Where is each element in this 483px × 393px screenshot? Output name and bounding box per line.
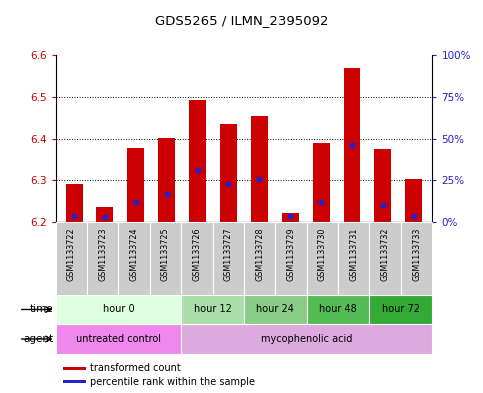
Bar <box>244 222 275 295</box>
Bar <box>338 222 369 295</box>
Bar <box>307 295 369 324</box>
Bar <box>251 116 268 222</box>
Text: agent: agent <box>23 334 53 344</box>
Text: GSM1133724: GSM1133724 <box>129 228 139 281</box>
Text: GSM1133731: GSM1133731 <box>349 228 358 281</box>
Bar <box>405 180 422 222</box>
Text: GSM1133726: GSM1133726 <box>192 228 201 281</box>
Bar <box>181 295 244 324</box>
Text: time: time <box>29 305 53 314</box>
Text: GSM1133728: GSM1133728 <box>255 228 264 281</box>
Text: GSM1133732: GSM1133732 <box>381 228 390 281</box>
Bar <box>374 149 391 222</box>
Text: percentile rank within the sample: percentile rank within the sample <box>90 377 255 387</box>
Bar <box>189 100 206 222</box>
Text: hour 12: hour 12 <box>194 305 231 314</box>
Bar <box>56 324 181 354</box>
Bar <box>56 295 181 324</box>
Text: transformed count: transformed count <box>90 364 181 373</box>
Text: untreated control: untreated control <box>76 334 161 344</box>
Bar <box>56 222 87 295</box>
Text: hour 0: hour 0 <box>102 305 134 314</box>
Bar <box>87 222 118 295</box>
Bar <box>118 222 150 295</box>
Bar <box>128 148 144 222</box>
Bar <box>275 222 307 295</box>
Bar <box>369 295 432 324</box>
Bar <box>158 138 175 222</box>
Bar <box>369 222 401 295</box>
Bar <box>307 222 338 295</box>
Text: GSM1133730: GSM1133730 <box>318 228 327 281</box>
Bar <box>213 222 244 295</box>
Bar <box>244 295 307 324</box>
Bar <box>181 222 213 295</box>
Text: GDS5265 / ILMN_2395092: GDS5265 / ILMN_2395092 <box>155 14 328 27</box>
Text: hour 48: hour 48 <box>319 305 357 314</box>
Text: GSM1133725: GSM1133725 <box>161 228 170 281</box>
Text: mycophenolic acid: mycophenolic acid <box>261 334 353 344</box>
Bar <box>66 184 83 222</box>
Bar <box>282 213 298 222</box>
Bar <box>343 68 360 222</box>
Bar <box>401 222 432 295</box>
Text: hour 24: hour 24 <box>256 305 294 314</box>
Text: GSM1133727: GSM1133727 <box>224 228 233 281</box>
Bar <box>63 380 85 384</box>
Bar <box>220 124 237 222</box>
Text: GSM1133722: GSM1133722 <box>67 228 76 281</box>
Bar <box>150 222 181 295</box>
Text: GSM1133729: GSM1133729 <box>286 228 296 281</box>
Text: GSM1133723: GSM1133723 <box>98 228 107 281</box>
Bar <box>63 367 85 370</box>
Bar <box>313 143 329 222</box>
Bar <box>97 208 114 222</box>
Text: GSM1133733: GSM1133733 <box>412 228 421 281</box>
Text: hour 72: hour 72 <box>382 305 420 314</box>
Bar <box>181 324 432 354</box>
